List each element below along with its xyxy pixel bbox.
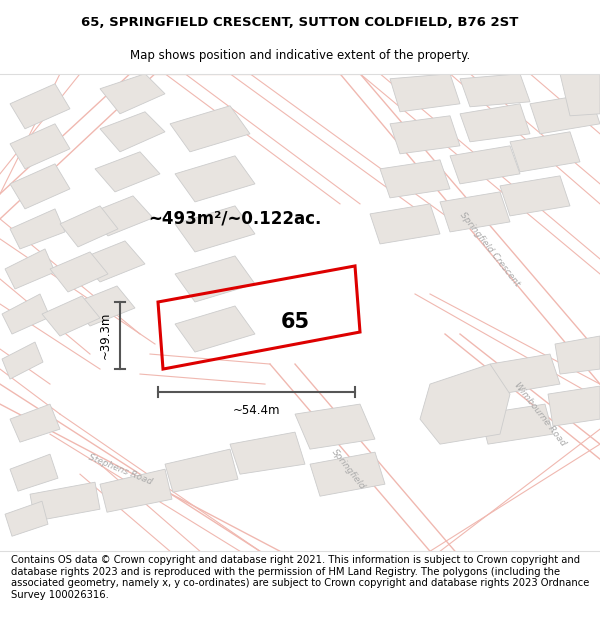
Polygon shape [175,256,255,302]
Polygon shape [310,452,385,496]
Polygon shape [560,74,600,116]
Polygon shape [420,364,510,444]
Polygon shape [60,206,118,247]
Polygon shape [10,164,70,209]
Text: 65: 65 [280,312,310,332]
Polygon shape [370,204,440,244]
Polygon shape [100,112,165,152]
Text: ~54.4m: ~54.4m [233,404,280,417]
Text: Springfield: Springfield [329,448,367,491]
Polygon shape [80,241,145,282]
Polygon shape [30,482,100,521]
Polygon shape [10,84,70,129]
Polygon shape [100,74,165,114]
Text: ~493m²/~0.122ac.: ~493m²/~0.122ac. [148,210,322,228]
Polygon shape [500,176,570,216]
Polygon shape [175,156,255,202]
Text: Contains OS data © Crown copyright and database right 2021. This information is : Contains OS data © Crown copyright and d… [11,555,589,600]
Polygon shape [88,196,153,236]
Text: Springfield Crescent: Springfield Crescent [458,210,522,288]
Polygon shape [2,294,50,334]
Polygon shape [440,192,510,232]
Polygon shape [175,206,255,252]
Polygon shape [295,404,375,449]
Polygon shape [170,106,250,152]
Polygon shape [460,74,530,107]
Polygon shape [5,501,48,536]
Polygon shape [548,386,600,426]
Polygon shape [480,404,553,444]
Polygon shape [165,449,238,493]
Polygon shape [10,124,70,169]
Polygon shape [95,152,160,192]
Polygon shape [450,146,520,184]
Polygon shape [10,209,65,249]
Text: ~39.3m: ~39.3m [99,312,112,359]
Polygon shape [42,296,100,336]
Polygon shape [175,306,255,352]
Polygon shape [5,249,55,289]
Text: Map shows position and indicative extent of the property.: Map shows position and indicative extent… [130,49,470,62]
Polygon shape [10,404,60,442]
Polygon shape [555,336,600,374]
Polygon shape [460,104,530,142]
Text: 65, SPRINGFIELD CRESCENT, SUTTON COLDFIELD, B76 2ST: 65, SPRINGFIELD CRESCENT, SUTTON COLDFIE… [82,16,518,29]
Polygon shape [100,469,172,512]
Polygon shape [50,252,108,292]
Polygon shape [390,116,460,154]
Polygon shape [72,286,135,326]
Polygon shape [530,94,600,134]
Polygon shape [230,432,305,474]
Polygon shape [380,160,450,198]
Polygon shape [10,454,58,491]
Polygon shape [2,342,43,379]
Text: Wimbourne Road: Wimbourne Road [512,381,568,448]
Polygon shape [390,74,460,112]
Text: Stephens Road: Stephens Road [87,452,153,486]
Polygon shape [510,132,580,172]
Polygon shape [490,354,560,394]
